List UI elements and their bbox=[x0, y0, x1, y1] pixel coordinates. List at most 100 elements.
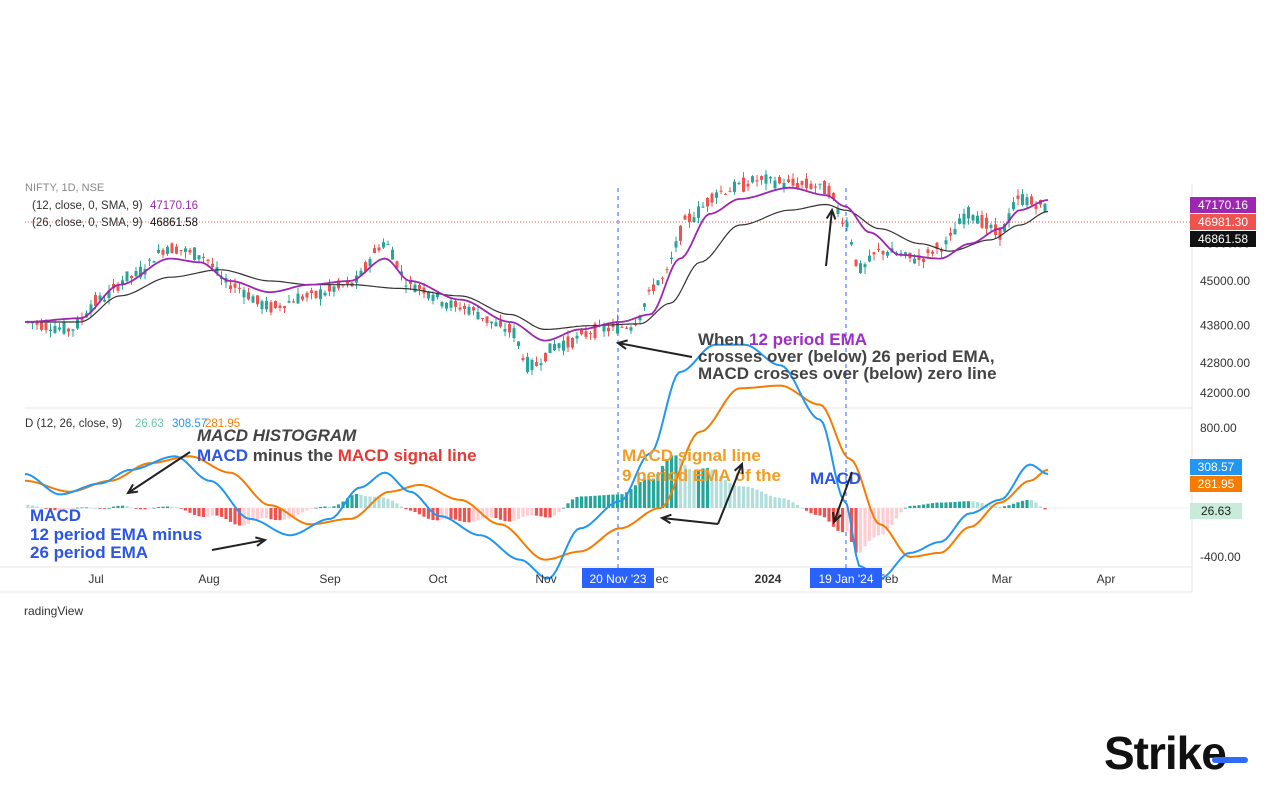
candle-body bbox=[458, 307, 462, 310]
candle-body bbox=[931, 251, 934, 254]
macd-histogram-bar bbox=[714, 472, 719, 508]
candle-body bbox=[71, 329, 75, 331]
price-tick-label: 45000.00 bbox=[1200, 274, 1250, 288]
macd-histogram-bar bbox=[449, 508, 453, 519]
candle-body bbox=[431, 294, 435, 301]
candle-body bbox=[454, 301, 457, 307]
candle-body bbox=[926, 249, 930, 254]
macd-histogram-bar bbox=[741, 486, 746, 508]
macd-histogram-bar bbox=[809, 508, 813, 514]
candle-body bbox=[53, 325, 57, 333]
macd-histogram-bar bbox=[782, 498, 786, 508]
candle-body bbox=[332, 286, 336, 292]
candle-body bbox=[382, 242, 385, 248]
candle-body bbox=[139, 266, 142, 278]
macd-histogram-bar bbox=[1020, 500, 1025, 508]
candle-body bbox=[1021, 194, 1024, 205]
arrow-signal-2 bbox=[717, 463, 743, 525]
macd-histogram-bar bbox=[426, 508, 431, 519]
macd-histogram-bar bbox=[111, 506, 116, 508]
candle-body bbox=[989, 224, 993, 228]
macd-histogram-bar bbox=[705, 468, 710, 508]
watermark-text: radingView bbox=[24, 604, 83, 618]
macd-histogram-bar bbox=[462, 508, 467, 523]
macd-histogram-bar bbox=[1025, 500, 1029, 508]
candle-body bbox=[539, 363, 543, 366]
macd-histogram-bar bbox=[750, 487, 755, 508]
macd-histogram-bar bbox=[489, 508, 494, 518]
candle-body bbox=[161, 249, 165, 255]
candle-body bbox=[553, 344, 556, 351]
candle-body bbox=[850, 242, 853, 245]
candle-body bbox=[373, 248, 376, 254]
macd-histogram-bar bbox=[768, 495, 773, 508]
candle-body bbox=[377, 247, 381, 251]
candle-body bbox=[440, 302, 444, 307]
macd-histogram-bar bbox=[413, 508, 417, 513]
legend-signal-value: 281.95 bbox=[205, 418, 240, 430]
note-macd-left-line3: 26 period EMA bbox=[30, 543, 148, 562]
macd-histogram-bar bbox=[498, 508, 503, 520]
date-tag-text: 20 Nov '23 bbox=[590, 572, 647, 586]
candle-body bbox=[755, 180, 759, 182]
candle-body bbox=[31, 322, 34, 324]
candle-body bbox=[359, 270, 363, 276]
candle-body bbox=[508, 324, 511, 333]
candle-body bbox=[773, 180, 777, 189]
candle-body bbox=[449, 300, 453, 308]
price-axis-badge bbox=[1190, 197, 1256, 213]
arrow-ema-cross-jan bbox=[825, 209, 833, 267]
candle-body bbox=[557, 343, 561, 348]
macd-histogram-bar bbox=[30, 505, 35, 508]
macd-histogram-bar bbox=[737, 486, 741, 508]
macd-histogram-bar bbox=[336, 504, 341, 508]
candle-body bbox=[157, 249, 160, 253]
candle-body bbox=[818, 183, 822, 185]
time-axis-label: Nov bbox=[535, 572, 556, 586]
candle-body bbox=[935, 242, 939, 250]
candle-body bbox=[962, 213, 966, 225]
macd-histogram-bar bbox=[944, 502, 948, 508]
candle-body bbox=[125, 271, 129, 282]
macd-histogram-bar bbox=[939, 502, 944, 508]
macd-histogram-bar bbox=[899, 508, 903, 513]
candle-body bbox=[445, 302, 448, 309]
macd-histogram-bar bbox=[359, 494, 363, 508]
time-axis-label: Jul bbox=[88, 572, 103, 586]
candle-body bbox=[616, 321, 619, 334]
candle-body bbox=[323, 292, 327, 296]
candle-body bbox=[265, 300, 268, 310]
macd-histogram-bar bbox=[917, 505, 921, 508]
macd-histogram-bar bbox=[354, 493, 359, 508]
candle-body bbox=[638, 315, 642, 321]
macd-histogram-bar bbox=[876, 508, 881, 536]
macd-histogram-bar bbox=[557, 508, 561, 513]
candle-body bbox=[643, 303, 646, 307]
macd-histogram-bar bbox=[863, 508, 867, 547]
macd-histogram-bar bbox=[39, 507, 44, 509]
candle-body bbox=[841, 222, 844, 224]
macd-histogram-bar bbox=[890, 508, 894, 525]
candle-body bbox=[251, 296, 255, 303]
macd-axis-badge bbox=[1190, 476, 1242, 492]
arrow-macd-left bbox=[211, 539, 266, 551]
macd-histogram-bar bbox=[116, 505, 120, 508]
time-axis-label: Apr bbox=[1097, 572, 1116, 586]
candle-body bbox=[764, 174, 768, 184]
macd-histogram-bar bbox=[404, 508, 408, 510]
macd-histogram-bar bbox=[152, 507, 156, 509]
macd-histogram-bar bbox=[773, 497, 777, 508]
arrow-ema-cross-nov bbox=[617, 342, 693, 358]
macd-histogram-bar bbox=[363, 495, 368, 508]
candle-body bbox=[58, 327, 61, 330]
candle-body bbox=[917, 255, 921, 260]
strike-logo: Strike bbox=[1104, 727, 1227, 779]
candle-body bbox=[400, 271, 403, 275]
macd-histogram-bar bbox=[980, 503, 984, 508]
candle-body bbox=[805, 178, 808, 189]
candle-body bbox=[620, 326, 624, 328]
macd-histogram-bar bbox=[66, 508, 71, 509]
macd-histogram-bar bbox=[611, 494, 615, 508]
macd-histogram-bar bbox=[701, 468, 705, 508]
